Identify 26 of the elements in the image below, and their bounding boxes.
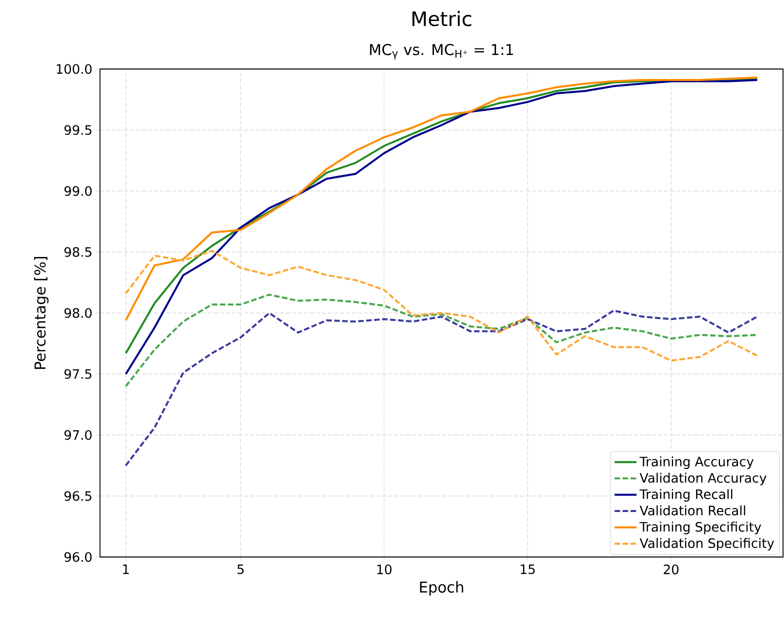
y-tick-label: 98.5 [64,247,92,257]
legend-label: Training Recall [640,489,732,502]
x-tick-label: 5 [238,564,244,574]
legend-label: Training Accuracy [640,456,754,469]
x-tick-label: 20 [664,564,678,574]
y-axis-title: Percentage [%] [34,256,49,369]
line-series [124,294,758,388]
legend-label: Validation Accuracy [640,472,766,486]
x-tick-label: 15 [520,564,535,574]
y-tick-label: 96.5 [64,491,92,501]
x-tick-label: 1 [123,564,129,574]
legend-label: Validation Recall [640,505,746,516]
legend-label: Training Specificity [640,522,762,534]
chart-title: Metric [412,10,472,26]
y-tick-label: 97.0 [64,430,92,440]
y-tick-label: 99.0 [64,186,92,196]
line-series [124,250,758,362]
y-tick-label: 100.0 [56,64,92,74]
chart-subtitle: MC$_{γ}$ vs. MC$_{H⁺}$ = 1:1 [370,44,513,60]
y-tick-label: 99.5 [64,125,92,135]
y-tick-label: 96.0 [64,552,92,562]
x-tick-label: 10 [377,564,392,574]
x-axis-title: Epoch [420,581,464,596]
y-tick-label: 98.0 [64,308,92,318]
legend-label: Validation Specificity [640,538,774,551]
y-tick-label: 97.5 [64,369,92,379]
